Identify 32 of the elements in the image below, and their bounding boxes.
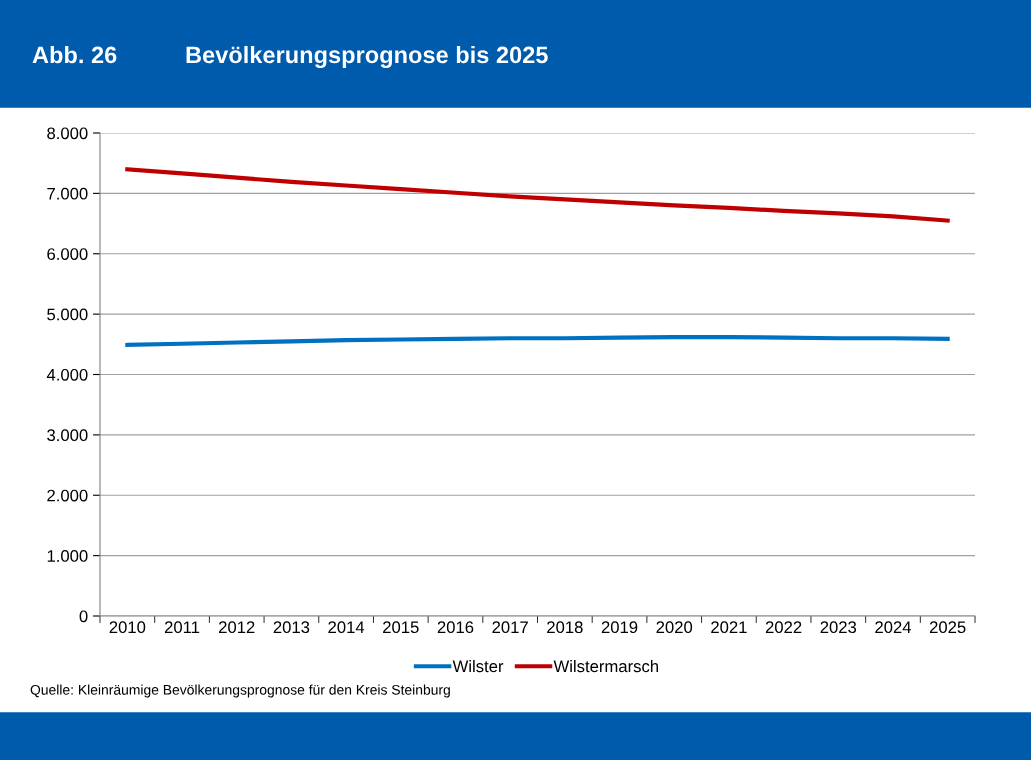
source-note: Quelle: Kleinräumige Bevölkerungsprognose für den Kreis Steinburg [30,684,450,698]
x-tick-label: 2012 [219,621,255,634]
x-tick-label: 2013 [273,621,310,634]
x-tick-label: 2023 [820,621,857,634]
y-tick-label: 6.000 [47,248,88,260]
y-tick-label: 2.000 [47,489,88,502]
y-tick-label: 0 [79,610,88,623]
x-tick-label: 2010 [109,621,146,634]
y-tick-label: 8.000 [47,127,88,140]
y-tick-label: 7.000 [47,187,88,200]
y-tick-label: 1.000 [47,550,88,562]
x-tick-label: 2020 [656,621,693,634]
x-tick-label: 2021 [711,621,747,634]
legend-label: Wilstermarsch [553,659,658,673]
x-tick-label: 2022 [765,621,802,634]
y-tick-label: 5.000 [47,308,88,321]
x-tick-label: 2011 [164,621,200,634]
x-tick-label: 2015 [383,621,419,634]
chart-title: Bevölkerungsprognose bis 2025 [186,45,548,69]
y-tick-label: 3.000 [47,429,88,442]
x-tick-label: 2025 [929,621,966,634]
caption: Abb. 26 [32,46,117,64]
y-tick-label: 4.000 [46,368,88,381]
x-tick-label: 2018 [547,621,583,634]
x-tick-label: 2017 [492,621,528,634]
x-tick-label: 2016 [437,621,474,634]
legend-label: Wilster [452,659,504,673]
line-series [125,167,950,223]
x-tick-label: 2019 [601,621,638,634]
x-tick-label: 2014 [328,621,365,634]
line-series [125,334,950,348]
x-tick-label: 2024 [875,621,912,634]
